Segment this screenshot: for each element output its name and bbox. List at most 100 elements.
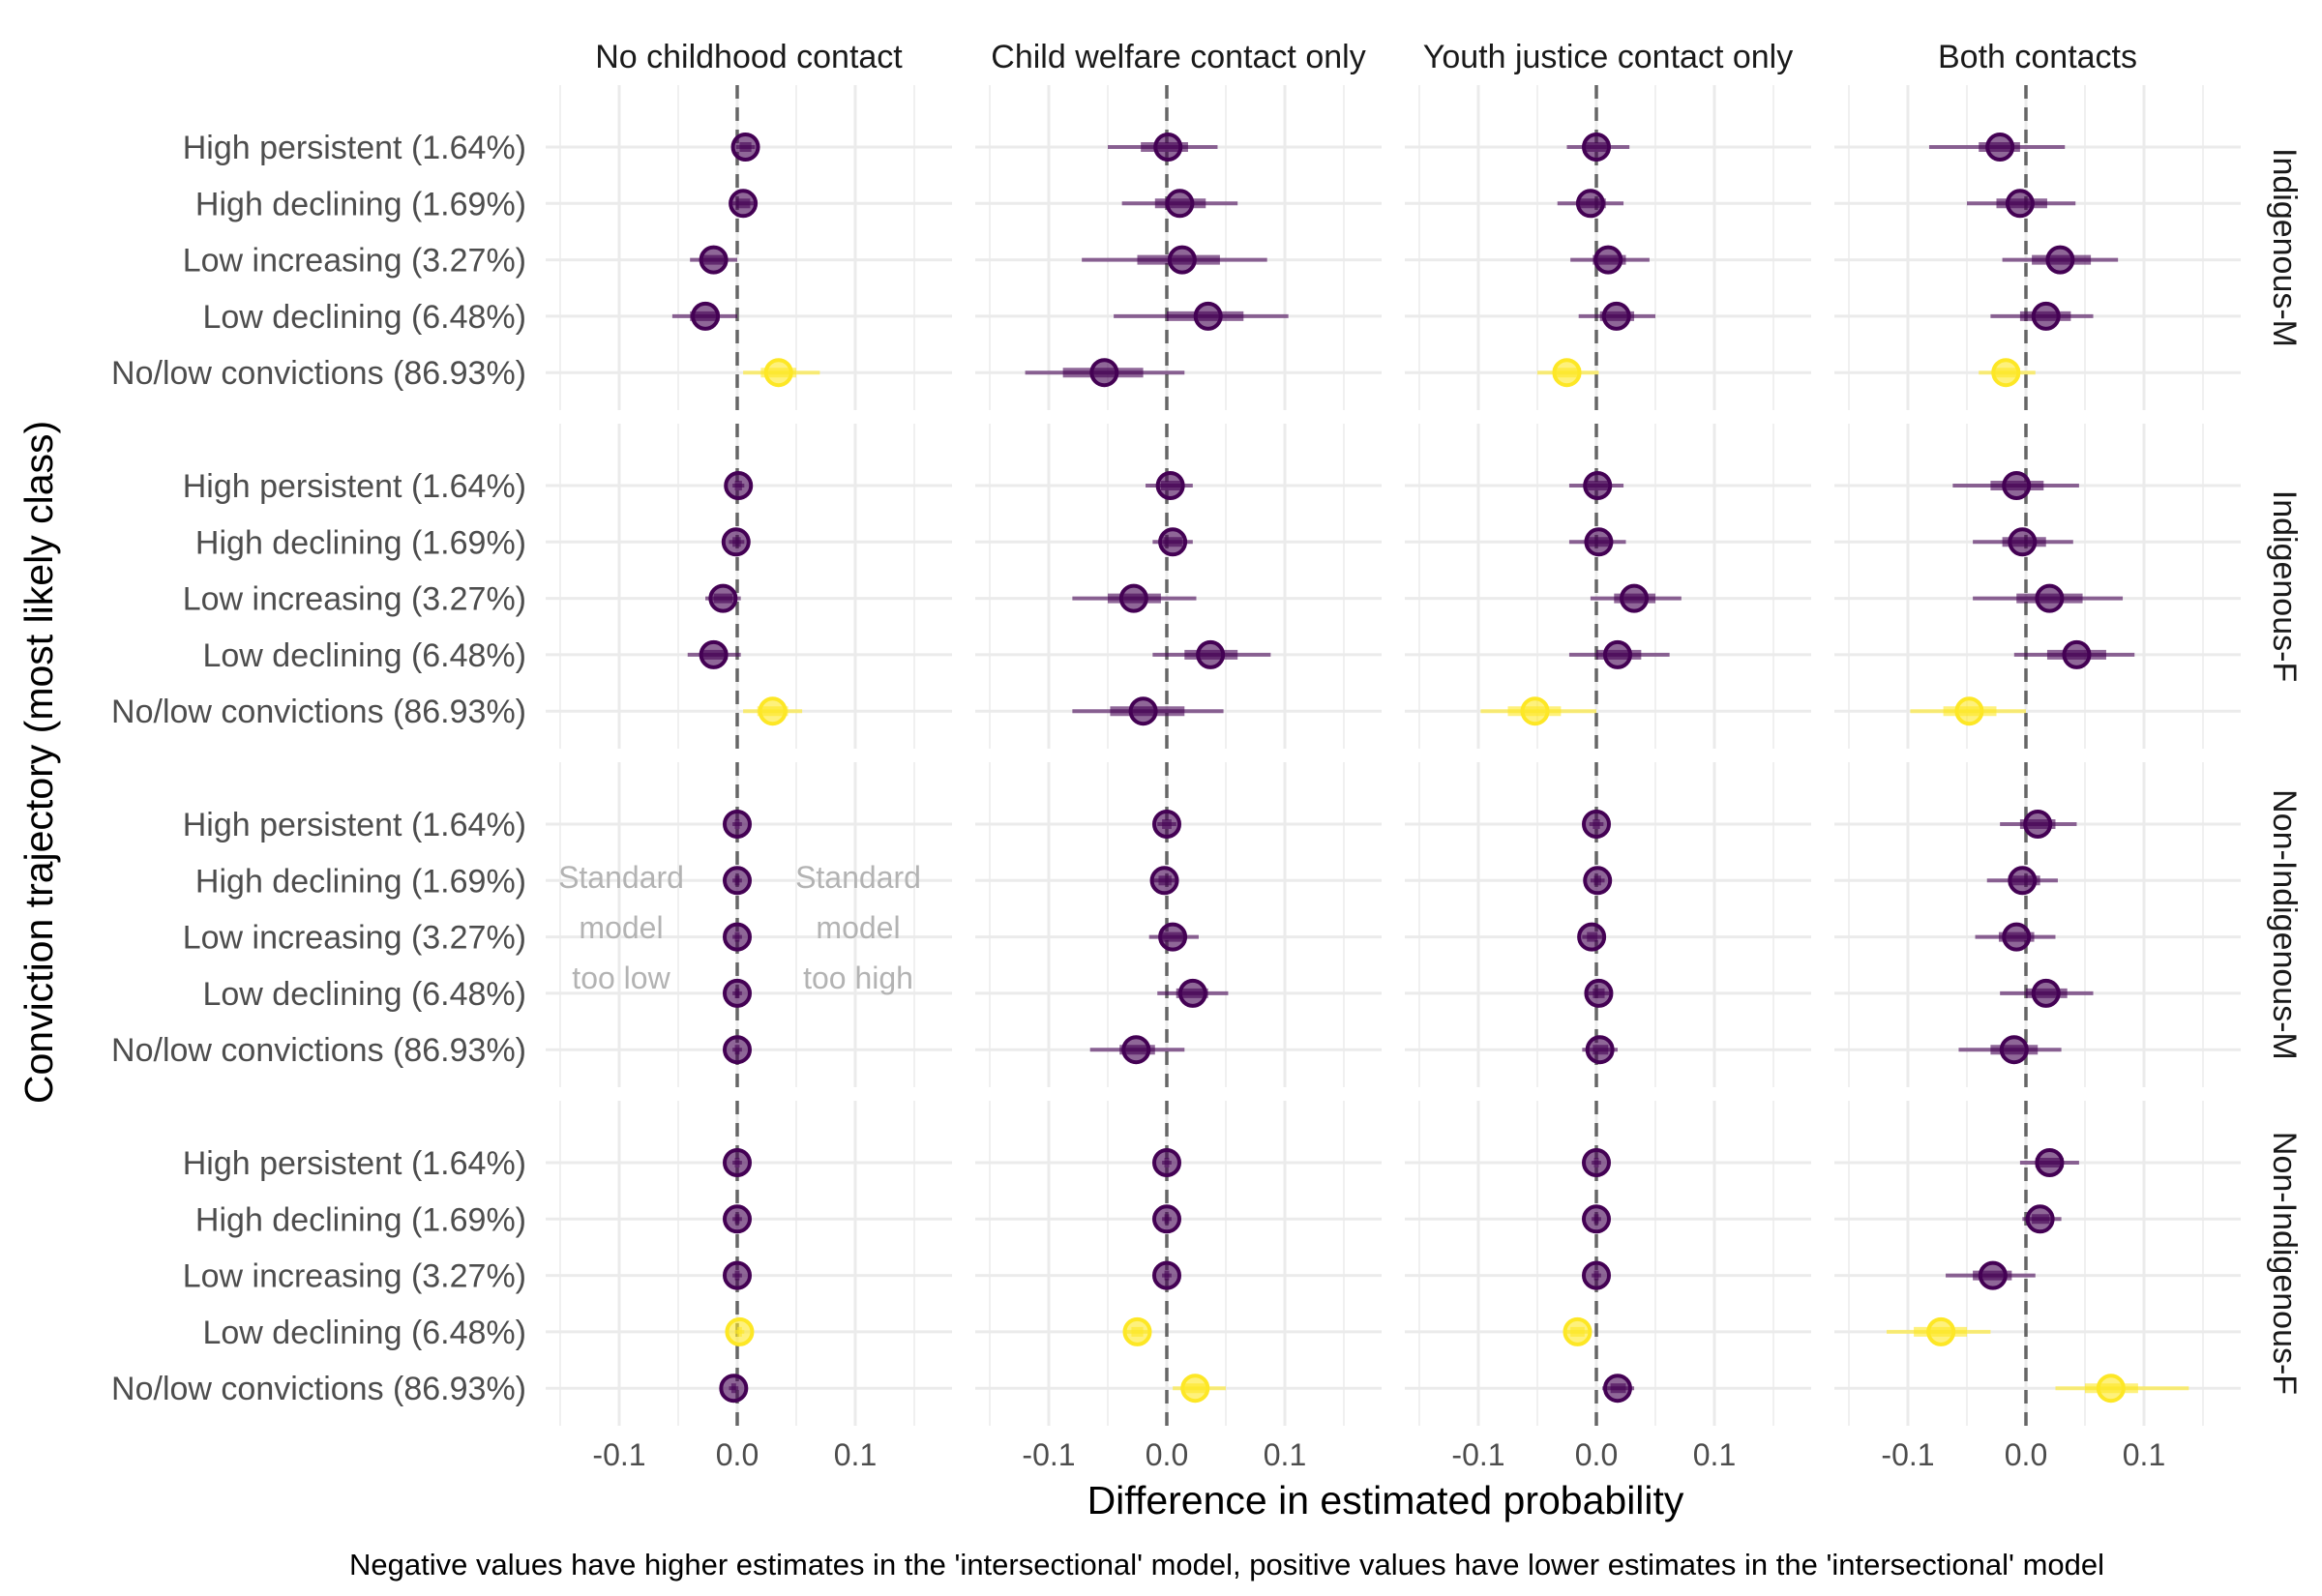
column-strip-label: Both contacts <box>1938 39 2137 75</box>
y-tick-label: No/low convictions (86.93%) <box>111 1032 526 1069</box>
point-estimate <box>1991 358 2021 388</box>
point-estimate <box>1582 810 1611 839</box>
x-tick-label: -0.1 <box>1022 1437 1075 1472</box>
point-estimate <box>2035 583 2065 613</box>
point-estimate <box>2045 245 2075 275</box>
point-estimate <box>723 810 752 839</box>
y-axis-title: Conviction trajectory (most likely class… <box>16 421 61 1104</box>
y-tick-label: Low declining (6.48%) <box>202 637 526 674</box>
x-tick-label: 0.1 <box>2123 1437 2165 1472</box>
point-estimate <box>729 189 759 219</box>
point-estimate <box>1152 1204 1181 1234</box>
point-estimate <box>1954 696 1984 726</box>
mark-layer <box>671 133 2189 1404</box>
point-estimate <box>1577 922 1607 952</box>
x-tick-label: -0.1 <box>1881 1437 1934 1472</box>
point-estimate <box>723 1260 752 1290</box>
y-tick-label: Low declining (6.48%) <box>202 976 526 1013</box>
point-estimate <box>1149 866 1179 896</box>
point-estimate <box>1584 527 1614 557</box>
point-estimate <box>2031 978 2061 1008</box>
chart-caption: Negative values have higher estimates in… <box>349 1548 2104 1581</box>
label-layer: No childhood contact Child welfare contac… <box>111 39 2303 1472</box>
point-estimate <box>2025 1204 2055 1234</box>
point-estimate <box>758 696 788 726</box>
y-tick-label: Low increasing (3.27%) <box>183 920 526 957</box>
x-tick-label: 0.0 <box>1146 1437 1188 1472</box>
point-estimate <box>1193 301 1223 331</box>
point-estimate <box>1999 1035 2029 1065</box>
point-estimate <box>723 1148 752 1177</box>
point-estimate <box>1583 471 1613 500</box>
point-estimate <box>724 471 754 500</box>
x-tick-label: -0.1 <box>592 1437 645 1472</box>
y-tick-label: High declining (1.69%) <box>195 863 526 900</box>
y-tick-label: Low increasing (3.27%) <box>183 581 526 618</box>
y-tick-label: High declining (1.69%) <box>195 186 526 222</box>
point-estimate <box>2002 471 2032 500</box>
y-tick-label: No/low convictions (86.93%) <box>111 694 526 730</box>
row-strip-label: Indigenous-M <box>2266 148 2303 347</box>
y-tick-label: High persistent (1.64%) <box>183 468 526 505</box>
point-estimate <box>1180 1374 1210 1404</box>
x-tick-label: 0.0 <box>716 1437 759 1472</box>
point-estimate <box>723 1035 752 1065</box>
point-estimate <box>719 1374 749 1404</box>
x-axis-title: Difference in estimated probability <box>1087 1478 1684 1522</box>
y-tick-label: High declining (1.69%) <box>195 1201 526 1238</box>
y-tick-label: High persistent (1.64%) <box>183 130 526 166</box>
point-estimate <box>1583 866 1613 896</box>
point-estimate <box>2008 866 2038 896</box>
point-estimate <box>1582 1260 1611 1290</box>
y-tick-label: High declining (1.69%) <box>195 524 526 561</box>
point-estimate <box>1121 1035 1151 1065</box>
point-estimate <box>699 245 729 275</box>
point-estimate <box>2002 922 2032 952</box>
point-estimate <box>1584 978 1614 1008</box>
point-estimate <box>1167 245 1197 275</box>
point-estimate <box>725 1316 755 1346</box>
annotation-standard-model-too-high: too high <box>803 961 913 995</box>
point-estimate <box>2031 301 2061 331</box>
x-tick-label: 0.1 <box>834 1437 877 1472</box>
y-tick-label: High persistent (1.64%) <box>183 807 526 843</box>
point-estimate <box>699 639 729 669</box>
point-estimate <box>1602 639 1632 669</box>
point-estimate <box>1152 810 1181 839</box>
point-estimate <box>1978 1260 2008 1290</box>
point-estimate <box>1196 639 1226 669</box>
point-estimate <box>1620 583 1650 613</box>
point-estimate <box>1563 1316 1593 1346</box>
point-estimate <box>1128 696 1158 726</box>
point-estimate <box>691 301 721 331</box>
grid-layer <box>546 85 2241 1426</box>
column-strip-label: Child welfare contact only <box>991 39 1365 75</box>
point-estimate <box>1582 133 1611 162</box>
y-tick-label: High persistent (1.64%) <box>183 1145 526 1182</box>
x-tick-label: 0.0 <box>2005 1437 2047 1472</box>
point-estimate <box>2062 639 2092 669</box>
x-tick-label: 0.0 <box>1575 1437 1618 1472</box>
point-estimate <box>1582 1204 1611 1234</box>
annotation-standard-model-too-high: model <box>816 910 900 945</box>
point-estimate <box>708 583 738 613</box>
y-tick-label: Low declining (6.48%) <box>202 1315 526 1351</box>
point-estimate <box>1585 1035 1615 1065</box>
point-estimate <box>1552 358 1582 388</box>
annotation-standard-model-too-high: Standard <box>795 860 921 895</box>
row-strip-label: Indigenous-F <box>2266 490 2303 682</box>
x-tick-label: 0.1 <box>1264 1437 1306 1472</box>
point-estimate <box>1520 696 1550 726</box>
row-strip-label: Non-Indigenous-F <box>2266 1132 2303 1395</box>
column-strip-label: No childhood contact <box>595 39 903 75</box>
point-estimate <box>1602 1374 1632 1404</box>
point-estimate <box>2008 527 2038 557</box>
point-estimate <box>1152 1148 1181 1177</box>
row-strip-label: Non-Indigenous-M <box>2266 789 2303 1060</box>
point-estimate <box>1118 583 1148 613</box>
x-tick-label: 0.1 <box>1693 1437 1736 1472</box>
point-estimate <box>1926 1316 1956 1346</box>
column-strip-label: Youth justice contact only <box>1423 39 1793 75</box>
point-estimate <box>1158 527 1188 557</box>
annotation-standard-model-too-low: model <box>579 910 663 945</box>
